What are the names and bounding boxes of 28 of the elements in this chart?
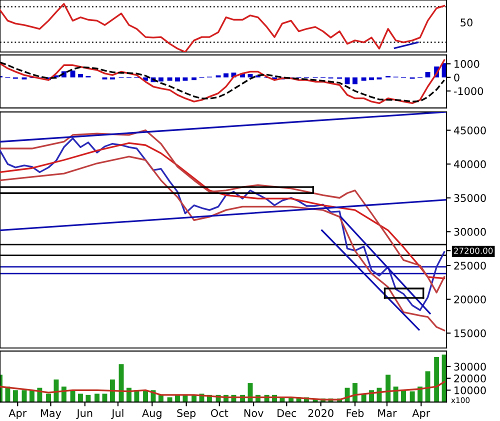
y-tick-label: 0	[454, 74, 460, 82]
x-tick-label: Apr	[8, 409, 27, 420]
y-tick-label: 20000	[454, 296, 486, 304]
x-tick-label: Jun	[76, 409, 92, 419]
x-tick-label: May	[40, 409, 62, 420]
y-tick-label: 1000	[454, 60, 480, 68]
y-tick-label: 40000	[454, 160, 486, 168]
x-tick-label: Dec	[278, 409, 296, 418]
x-tick-label: Sep	[177, 409, 196, 420]
y-tick-label: 15000	[454, 329, 486, 338]
y-tick-label: -1000	[454, 87, 484, 96]
x-tick-label: Nov	[244, 409, 264, 418]
x-tick-label: Aug	[142, 409, 162, 420]
x-tick-label: Mar	[378, 409, 397, 418]
x-tick-label: Oct	[210, 409, 228, 418]
x-tick-label: 2020	[308, 409, 334, 418]
y-tick-label: 30000	[454, 362, 486, 371]
y-tick-label: 30000	[454, 228, 486, 236]
text: 50	[460, 18, 472, 26]
y-tick-label: 10000	[454, 386, 486, 394]
y-tick-label: 35000	[454, 194, 486, 202]
y-tick-label: 20000	[454, 374, 486, 382]
y-tick-label: 27200.00	[454, 248, 493, 254]
x-tick-label: Apr	[412, 409, 430, 420]
y-tick-label: 45000	[454, 126, 486, 134]
x-tick-label: Jul	[111, 408, 124, 419]
y-tick-label: 25000	[454, 262, 486, 270]
x-tick-label: Feb	[346, 408, 364, 418]
